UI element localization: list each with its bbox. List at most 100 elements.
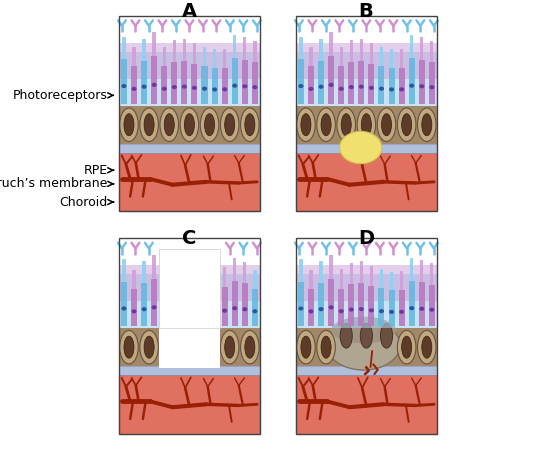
Bar — [296, 265, 437, 301]
Circle shape — [338, 309, 344, 313]
Bar — [119, 375, 260, 434]
Bar — [296, 375, 437, 434]
Circle shape — [328, 305, 333, 310]
Circle shape — [309, 309, 314, 313]
Ellipse shape — [124, 114, 134, 136]
Bar — [296, 106, 437, 144]
Bar — [359, 262, 363, 283]
FancyArrowPatch shape — [108, 199, 113, 205]
Bar — [252, 62, 258, 104]
Ellipse shape — [200, 108, 219, 142]
Bar — [309, 270, 312, 289]
Ellipse shape — [331, 317, 396, 343]
Bar — [389, 68, 395, 104]
Bar — [213, 49, 216, 68]
Circle shape — [349, 85, 354, 89]
Bar — [296, 366, 437, 375]
Bar — [143, 39, 146, 61]
Ellipse shape — [377, 108, 396, 142]
Bar — [309, 47, 312, 66]
Circle shape — [152, 83, 156, 87]
Bar — [328, 279, 334, 326]
Ellipse shape — [205, 114, 215, 136]
Bar — [296, 238, 437, 434]
Circle shape — [222, 309, 227, 313]
Bar — [378, 66, 384, 104]
Ellipse shape — [184, 114, 195, 136]
Bar — [410, 35, 413, 59]
Circle shape — [419, 84, 424, 89]
Bar — [233, 258, 236, 281]
FancyArrowPatch shape — [108, 93, 113, 98]
Ellipse shape — [357, 108, 375, 142]
Ellipse shape — [317, 331, 335, 364]
Circle shape — [409, 306, 414, 310]
Bar — [420, 260, 424, 282]
Bar — [330, 32, 333, 56]
Bar — [318, 283, 324, 326]
Ellipse shape — [418, 331, 436, 364]
Bar — [222, 287, 228, 326]
FancyArrowPatch shape — [108, 181, 113, 187]
Bar — [340, 269, 343, 289]
Bar — [161, 66, 167, 104]
Bar — [212, 287, 218, 326]
Ellipse shape — [221, 331, 239, 364]
Bar — [222, 68, 228, 104]
Bar — [338, 66, 344, 104]
Circle shape — [252, 309, 257, 313]
Text: B: B — [359, 2, 373, 21]
Ellipse shape — [340, 323, 352, 348]
Circle shape — [232, 306, 237, 311]
Bar — [399, 68, 405, 104]
Bar — [308, 66, 314, 104]
Circle shape — [252, 85, 257, 89]
Bar — [223, 49, 226, 68]
Ellipse shape — [327, 321, 400, 370]
Bar — [141, 61, 147, 104]
Ellipse shape — [401, 114, 411, 136]
Bar — [243, 262, 247, 283]
Circle shape — [399, 310, 404, 314]
Circle shape — [359, 307, 364, 311]
Bar — [121, 282, 127, 326]
Text: Photoreceptors: Photoreceptors — [13, 89, 108, 102]
Ellipse shape — [144, 114, 154, 136]
Bar — [380, 46, 383, 66]
Bar — [159, 326, 220, 368]
Bar — [253, 41, 257, 62]
Ellipse shape — [124, 336, 134, 358]
Bar — [151, 56, 157, 104]
Bar — [390, 272, 393, 290]
Bar — [299, 259, 302, 282]
Bar — [349, 40, 353, 62]
Bar — [132, 47, 135, 66]
Bar — [132, 270, 135, 289]
Bar — [320, 39, 323, 61]
Bar — [122, 37, 126, 59]
Ellipse shape — [317, 108, 335, 142]
Circle shape — [212, 87, 217, 92]
Bar — [296, 16, 437, 211]
Bar — [119, 328, 260, 366]
Ellipse shape — [119, 331, 138, 364]
Text: A: A — [181, 2, 197, 21]
Ellipse shape — [241, 331, 259, 364]
Bar — [296, 144, 437, 153]
Bar — [298, 282, 304, 326]
Bar — [380, 269, 383, 288]
Bar — [296, 43, 437, 79]
Circle shape — [429, 308, 434, 312]
Circle shape — [328, 83, 333, 87]
Bar — [359, 39, 363, 61]
Circle shape — [429, 85, 434, 89]
Bar — [348, 62, 354, 104]
Ellipse shape — [241, 108, 259, 142]
Ellipse shape — [144, 336, 154, 358]
Bar — [340, 47, 343, 66]
Circle shape — [152, 305, 156, 310]
Ellipse shape — [361, 114, 372, 136]
Ellipse shape — [164, 114, 174, 136]
Circle shape — [389, 87, 394, 92]
Bar — [328, 56, 334, 104]
